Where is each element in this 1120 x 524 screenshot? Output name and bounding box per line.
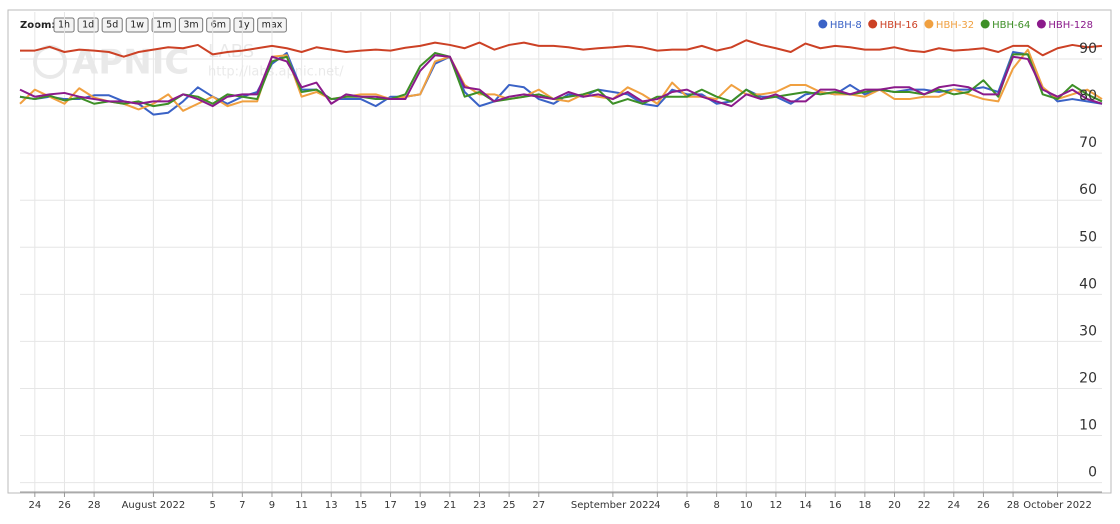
zoom-button-box[interactable] <box>178 17 204 33</box>
zoom-button-label[interactable]: 1d <box>82 20 94 31</box>
series-line <box>20 39 1103 58</box>
y-tick-label: 50 <box>1079 229 1097 245</box>
legend: HBH-8 HBH-16 HBH-32 HBH-64 HBH-128 <box>818 19 1093 31</box>
x-tick-label: 18 <box>858 500 871 511</box>
x-tick-label: 24 <box>28 500 41 511</box>
legend-label: HBH-8 <box>830 20 862 31</box>
x-tick-label: 16 <box>829 500 842 511</box>
zoom-button-box[interactable] <box>101 17 123 33</box>
legend-label: HBH-32 <box>936 20 974 31</box>
legend-swatch <box>980 19 990 29</box>
x-tick-label: 20 <box>888 500 901 511</box>
x-tick-label: October 2022 <box>1023 500 1092 511</box>
zoom-button[interactable]: 6m <box>206 17 231 33</box>
legend-label: HBH-16 <box>880 20 918 31</box>
x-tick-label: 19 <box>414 500 427 511</box>
x-tick-label: 4 <box>654 500 660 511</box>
x-tick-label: 17 <box>384 500 397 511</box>
legend-swatch <box>868 19 878 29</box>
x-tick-label: 10 <box>740 500 753 511</box>
x-tick-label: 11 <box>295 500 308 511</box>
zoom-button-label[interactable]: 6m <box>211 20 226 31</box>
legend-swatch <box>924 19 934 29</box>
x-tick-label: 13 <box>325 500 338 511</box>
x-tick-label: 28 <box>88 500 101 511</box>
watermark-url: http://labs.apnic.net/ <box>208 65 344 80</box>
x-tick-label: 14 <box>799 500 812 511</box>
x-tick-label: 23 <box>473 500 486 511</box>
zoom-button-label[interactable]: 5d <box>106 20 118 31</box>
zoom-button[interactable]: 1w <box>125 17 149 33</box>
zoom-button[interactable]: 1m <box>151 17 176 33</box>
x-tick-label: 7 <box>239 500 245 511</box>
y-tick-label: 20 <box>1079 370 1097 386</box>
lines <box>19 39 1103 116</box>
zoom-button-box[interactable] <box>151 17 176 33</box>
legend-item: HBH-64 <box>980 19 1030 31</box>
legend-item: HBH-16 <box>868 19 918 31</box>
x-tick-label: 28 <box>1007 500 1020 511</box>
zoom-button[interactable]: 3m <box>178 17 204 33</box>
x-tick-label: 27 <box>532 500 545 511</box>
legend-label: HBH-64 <box>992 20 1030 31</box>
x-tick-label: 5 <box>209 500 215 511</box>
axes: 0 10 20 30 40 50 60 70 80 90 24 26 28 August 2022 5 7 9 1… <box>20 41 1102 511</box>
zoom-button-label[interactable]: 1y <box>238 20 250 31</box>
x-tick-label: 22 <box>918 500 931 511</box>
zoom-button[interactable]: 1d <box>77 17 99 33</box>
zoom-button-box[interactable] <box>77 17 99 33</box>
zoom-buttons: 1h1d5d1w1m3m6m1ymax <box>53 17 287 33</box>
x-tick-label: 21 <box>443 500 456 511</box>
zoom-button[interactable]: 1y <box>233 17 255 33</box>
x-tick-label: 8 <box>713 500 719 511</box>
y-tick-label: 80 <box>1079 88 1097 104</box>
zoom-button-label[interactable]: 1m <box>156 20 171 31</box>
y-tick-label: 10 <box>1079 418 1097 434</box>
y-tick-label: 70 <box>1079 135 1097 151</box>
grid <box>20 12 1102 492</box>
legend-item: HBH-32 <box>924 19 974 31</box>
x-tick-label: 25 <box>503 500 516 511</box>
zoom-label: Zoom: <box>20 20 55 31</box>
x-tick-label: 6 <box>684 500 690 511</box>
series-line <box>19 48 1103 112</box>
x-tick-label: 26 <box>58 500 71 511</box>
zoom-button-box[interactable] <box>125 17 149 33</box>
y-tick-label: 60 <box>1079 182 1097 198</box>
x-tick-label: 15 <box>355 500 368 511</box>
y-tick-label: 0 <box>1088 465 1097 481</box>
y-tick-label: 90 <box>1079 41 1097 57</box>
x-tick-label: 12 <box>770 500 783 511</box>
legend-swatch <box>1036 19 1046 29</box>
zoom-button-box[interactable] <box>233 17 255 33</box>
chart-frame <box>7 9 1112 494</box>
series-line <box>19 54 1103 108</box>
x-tick-label: 24 <box>947 500 960 511</box>
y-tick-label: 40 <box>1079 276 1097 292</box>
legend-label: HBH-128 <box>1048 20 1093 31</box>
series-line <box>19 51 1103 116</box>
x-tick-label: August 2022 <box>122 500 186 511</box>
watermark-logo: APNIC <box>72 43 189 83</box>
x-tick-label: 26 <box>977 500 990 511</box>
x-tick-label: 9 <box>269 500 275 511</box>
legend-swatch <box>818 19 828 29</box>
legend-item: HBH-128 <box>1036 19 1093 31</box>
zoom-button-label[interactable]: 1w <box>130 20 144 31</box>
x-tick-label: September 2022 <box>571 500 655 511</box>
legend-item: HBH-8 <box>818 19 862 31</box>
y-tick-label: 30 <box>1079 323 1097 339</box>
zoom-button-label[interactable]: 3m <box>183 20 198 31</box>
zoom-button[interactable]: 5d <box>101 17 123 33</box>
